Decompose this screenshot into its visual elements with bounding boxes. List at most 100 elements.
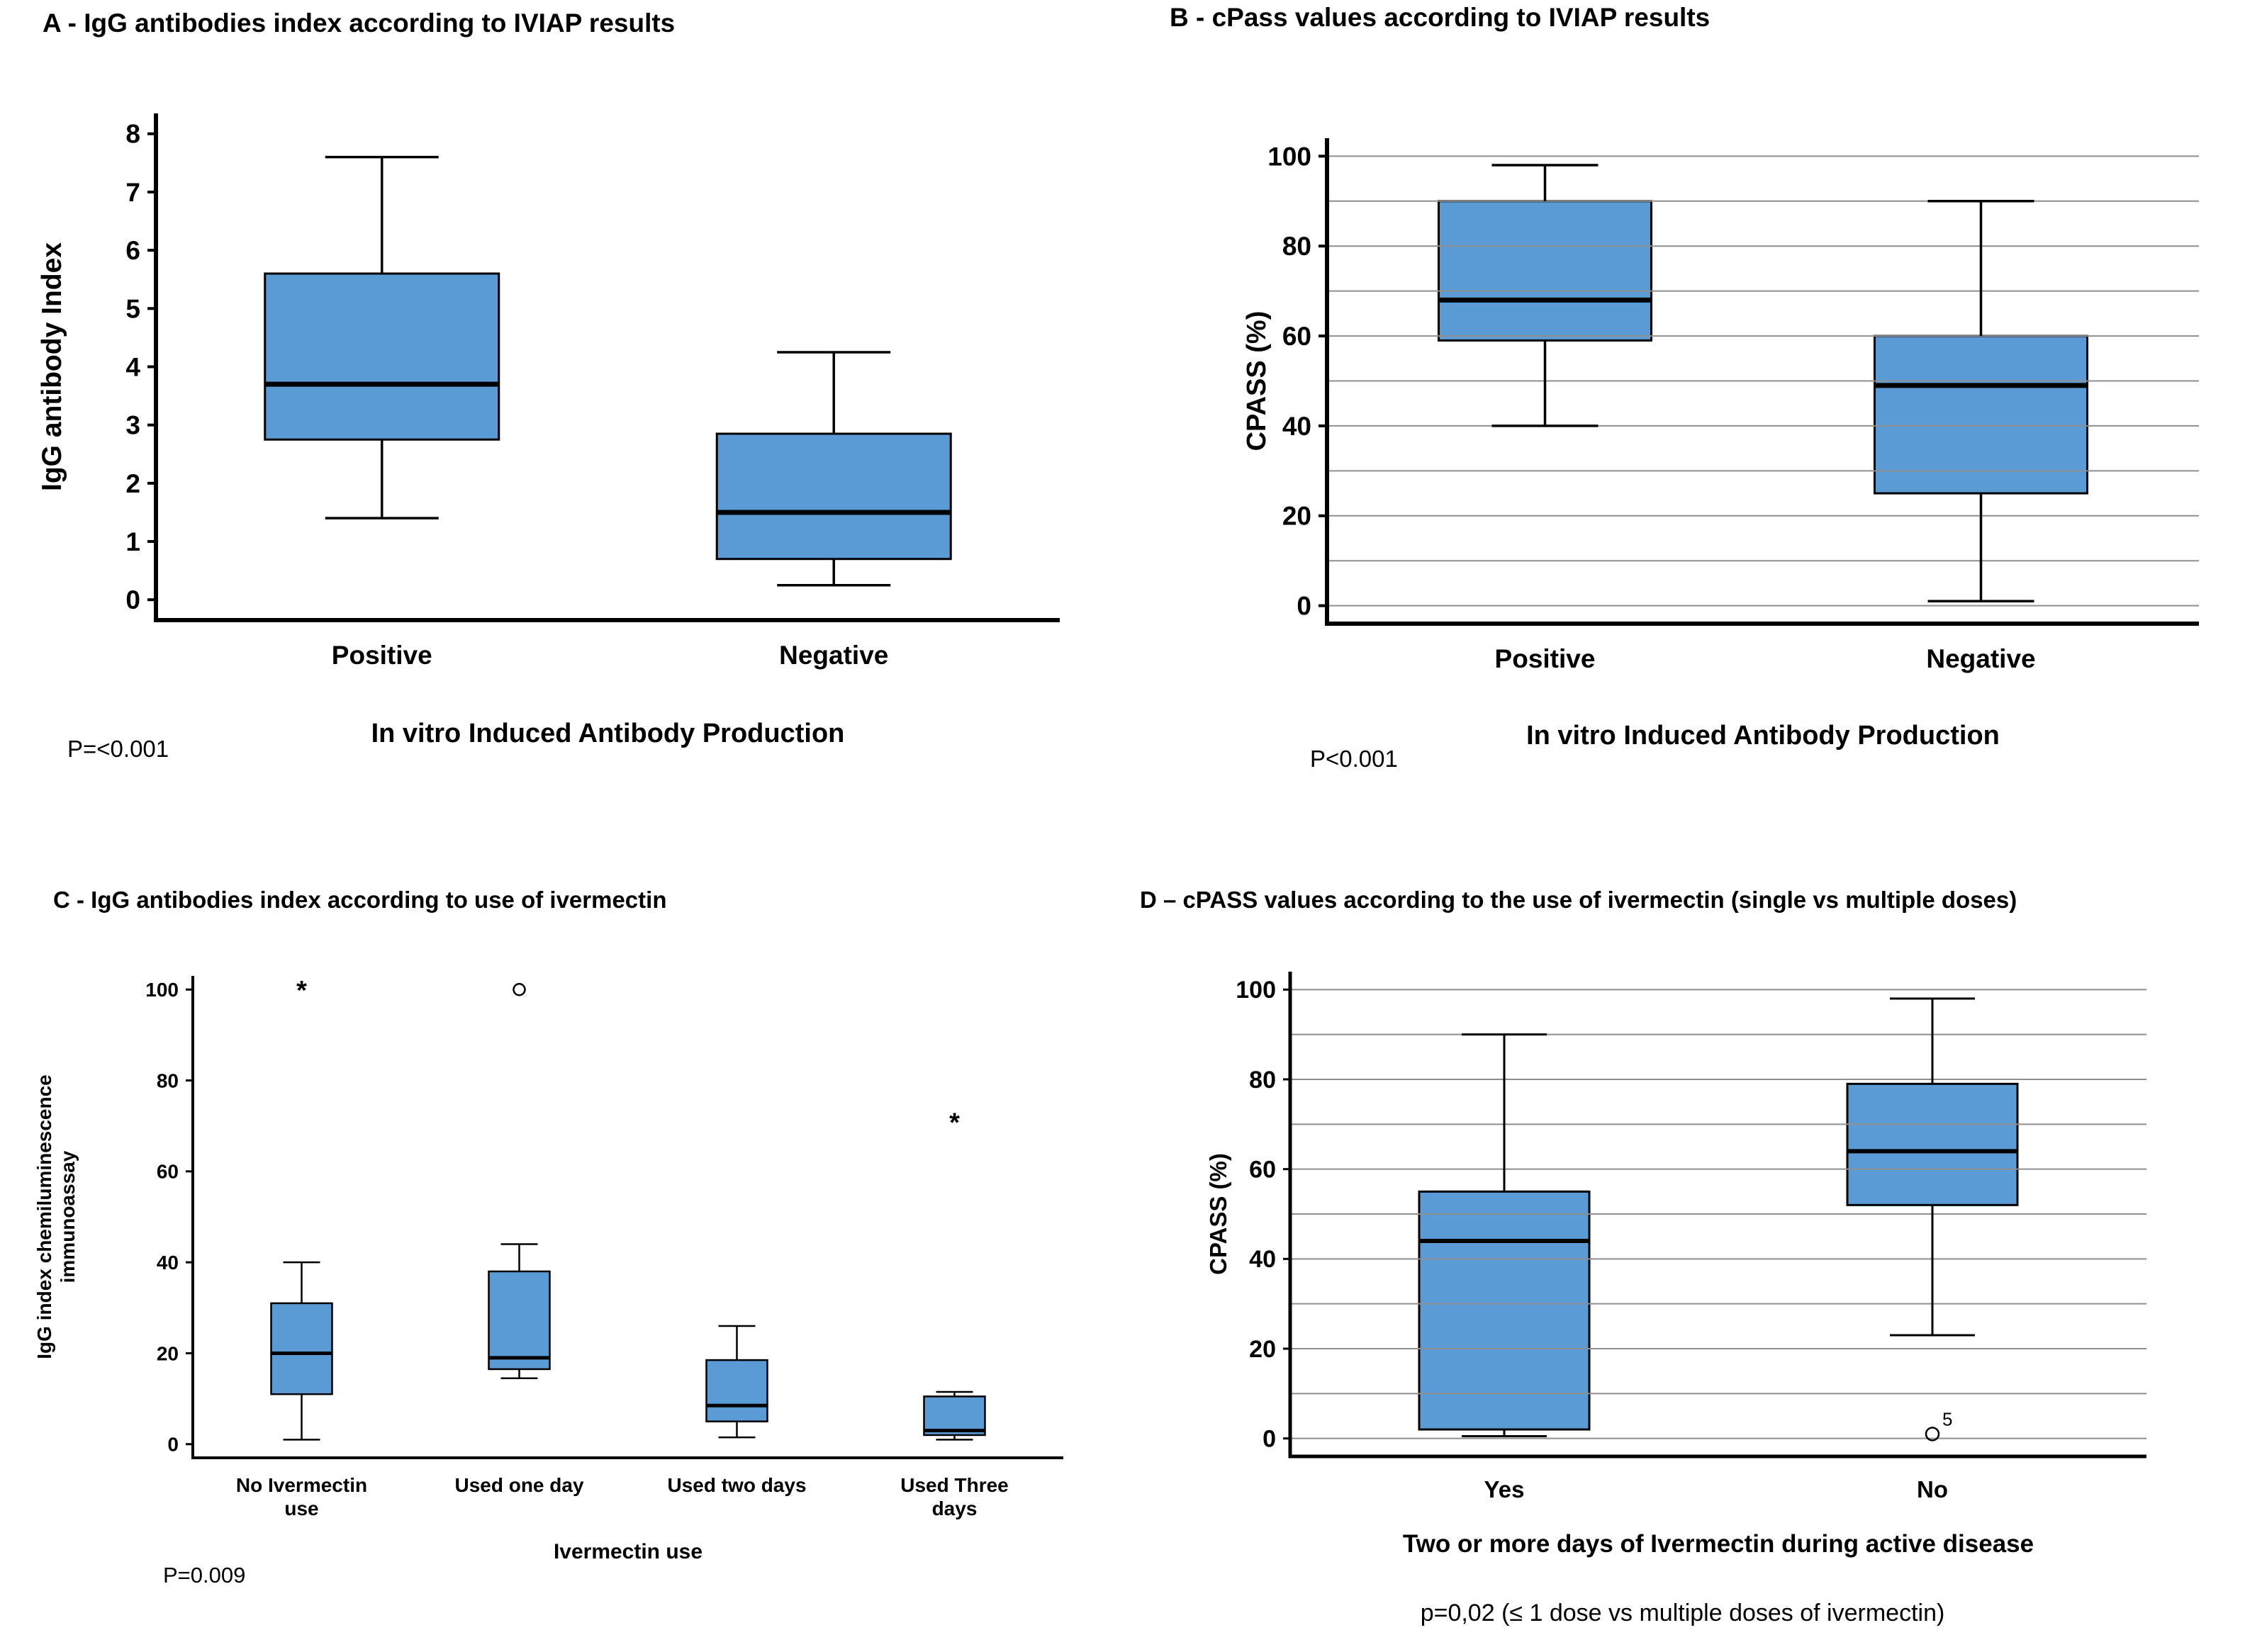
y-tick-label: 80 — [1282, 232, 1311, 261]
y-tick-label: 40 — [1282, 412, 1311, 441]
y-tick-label: 1 — [125, 527, 140, 556]
panel-D-p-value: p=0,02 (≤ 1 dose vs multiple doses of iv… — [1420, 1600, 1945, 1626]
box-marks-1 — [1847, 997, 2017, 1337]
x-axis-title: In vitro Induced Antibody Production — [1526, 721, 2000, 751]
y-tick-label: 100 — [145, 979, 179, 1001]
y-tick-label: 60 — [157, 1161, 179, 1183]
box-1 — [1874, 335, 2088, 495]
box-marks-2 — [706, 1325, 768, 1439]
panel-D-boxplot: 5 0 20 40 60 80 100 Yes No Two or more days of Iv… — [1205, 972, 2146, 1558]
y-tick-label: 20 — [1249, 1336, 1276, 1363]
y-tick-label: 100 — [1236, 977, 1276, 1004]
box-2 — [705, 1359, 768, 1422]
panel-B: B - cPass values according to IVIAP resu… — [1120, 0, 2245, 826]
x-category-label: No Ivermectin use — [236, 1474, 367, 1519]
boxes — [264, 272, 952, 561]
outlier-circle: 5 — [1925, 1408, 1952, 1442]
x-category-label: Positive — [1495, 644, 1596, 673]
y-axis-title: IgG index chemiluminescenceimmunoassay — [33, 1074, 79, 1359]
y-tick-label: 100 — [1267, 142, 1311, 171]
box-3 — [923, 1395, 986, 1437]
x-axis-title: Ivermectin use — [554, 1540, 702, 1563]
panel-C-boxplot: * * 0 20 40 60 80 100 No Ivermectin use Used one d… — [33, 976, 1063, 1563]
y-tick-label: 60 — [1249, 1157, 1276, 1184]
y-tick-label: 40 — [1249, 1246, 1276, 1273]
axes — [1319, 138, 2199, 626]
panel-A-boxplot: 0 1 2 3 4 5 6 7 8 Positive Negative In vitro Induce… — [37, 113, 1060, 748]
panel-B-p-value: P<0.001 — [1310, 746, 1398, 772]
axes — [147, 113, 1060, 622]
y-tick-label: 80 — [1249, 1067, 1276, 1094]
x-category-label: Negative — [779, 641, 888, 670]
boxes — [270, 1270, 986, 1437]
box-1 — [1846, 1082, 2019, 1206]
box-marks-0 — [1419, 1033, 1589, 1437]
x-category-label: Negative — [1926, 644, 2035, 673]
axes — [186, 976, 1063, 1459]
panel-A-title: A - IgG antibodies index according to IV… — [43, 9, 676, 38]
box-1 — [715, 432, 952, 561]
box-1 — [488, 1270, 551, 1371]
outlier-star: * — [296, 976, 307, 1006]
y-tick-label: 80 — [157, 1069, 179, 1091]
box-marks-0 — [264, 155, 499, 519]
y-tick-label: 0 — [1297, 592, 1311, 621]
axes — [1283, 972, 2146, 1459]
x-axis-title: In vitro Induced Antibody Production — [371, 719, 845, 748]
box-marks-1 — [1874, 200, 2088, 603]
y-tick-label: 60 — [1282, 322, 1311, 351]
y-tick-label: 8 — [125, 120, 140, 149]
box-marks-0 — [1438, 164, 1652, 427]
box-marks-1 — [488, 1243, 550, 1379]
panel-D: D – cPASS values according to the use of… — [1120, 826, 2245, 1652]
panel-A-p-value: P=<0.001 — [67, 736, 169, 762]
x-category-label: No — [1917, 1476, 1948, 1502]
outlier-circle — [513, 982, 526, 996]
panel-B-boxplot: 0 20 40 60 80 100 Positive Negative In vitro Ind… — [1242, 138, 2199, 751]
boxes — [1438, 200, 2088, 495]
gridlines — [1327, 155, 2199, 607]
panel-C-title: C - IgG antibodies index according to us… — [53, 887, 667, 913]
y-tick-label: 20 — [157, 1342, 179, 1364]
panel-C-p-value: P=0.009 — [163, 1563, 246, 1588]
x-category-label: Used one day — [454, 1474, 583, 1496]
box-marks-1 — [717, 351, 951, 587]
outlier-star-marker: * — [949, 1108, 960, 1137]
panel-D-title: D – cPASS values according to the use of… — [1140, 887, 2017, 913]
outlier-label: 5 — [1942, 1408, 1952, 1429]
panel-A: A - IgG antibodies index according to IV… — [0, 0, 1120, 826]
panel-C: C - IgG antibodies index according to us… — [0, 826, 1120, 1652]
gridlines — [1290, 989, 2146, 1439]
y-tick-label: 4 — [125, 352, 140, 381]
y-tick-label: 2 — [125, 469, 140, 498]
x-category-label: Used two days — [667, 1474, 806, 1496]
box-0 — [1438, 200, 1652, 342]
outlier-star: * — [949, 1108, 960, 1137]
y-tick-label: 0 — [1263, 1426, 1276, 1453]
y-tick-label: 7 — [125, 178, 140, 207]
y-axis-title: CPASS (%) — [1242, 311, 1272, 451]
y-tick-label: 20 — [1282, 502, 1311, 531]
box-marks-3 — [924, 1390, 985, 1441]
x-category-label: Yes — [1484, 1476, 1525, 1502]
panel-B-title: B - cPass values according to IVIAP resu… — [1170, 3, 1711, 32]
y-axis-title: IgG antibody Index — [37, 242, 67, 491]
box-0 — [1418, 1190, 1591, 1431]
x-category-label: Positive — [332, 641, 432, 670]
box-marks-0 — [271, 1261, 332, 1441]
boxes — [1418, 1082, 2019, 1431]
box-0 — [264, 272, 500, 441]
y-axis-title: CPASS (%) — [1205, 1153, 1231, 1275]
box-0 — [270, 1302, 333, 1395]
y-tick-label: 3 — [125, 411, 140, 440]
y-tick-label: 6 — [125, 236, 140, 265]
y-tick-label: 5 — [125, 294, 140, 323]
y-tick-label: 40 — [157, 1252, 179, 1274]
x-category-label: Used Three days — [900, 1474, 1009, 1519]
x-axis-title: Two or more days of Ivermectin during ac… — [1403, 1530, 2034, 1558]
outlier-circle-marker — [1925, 1427, 1940, 1442]
y-tick-label: 0 — [167, 1434, 179, 1456]
outlier-star-marker: * — [296, 976, 307, 1006]
outlier-circle-marker — [513, 982, 526, 996]
